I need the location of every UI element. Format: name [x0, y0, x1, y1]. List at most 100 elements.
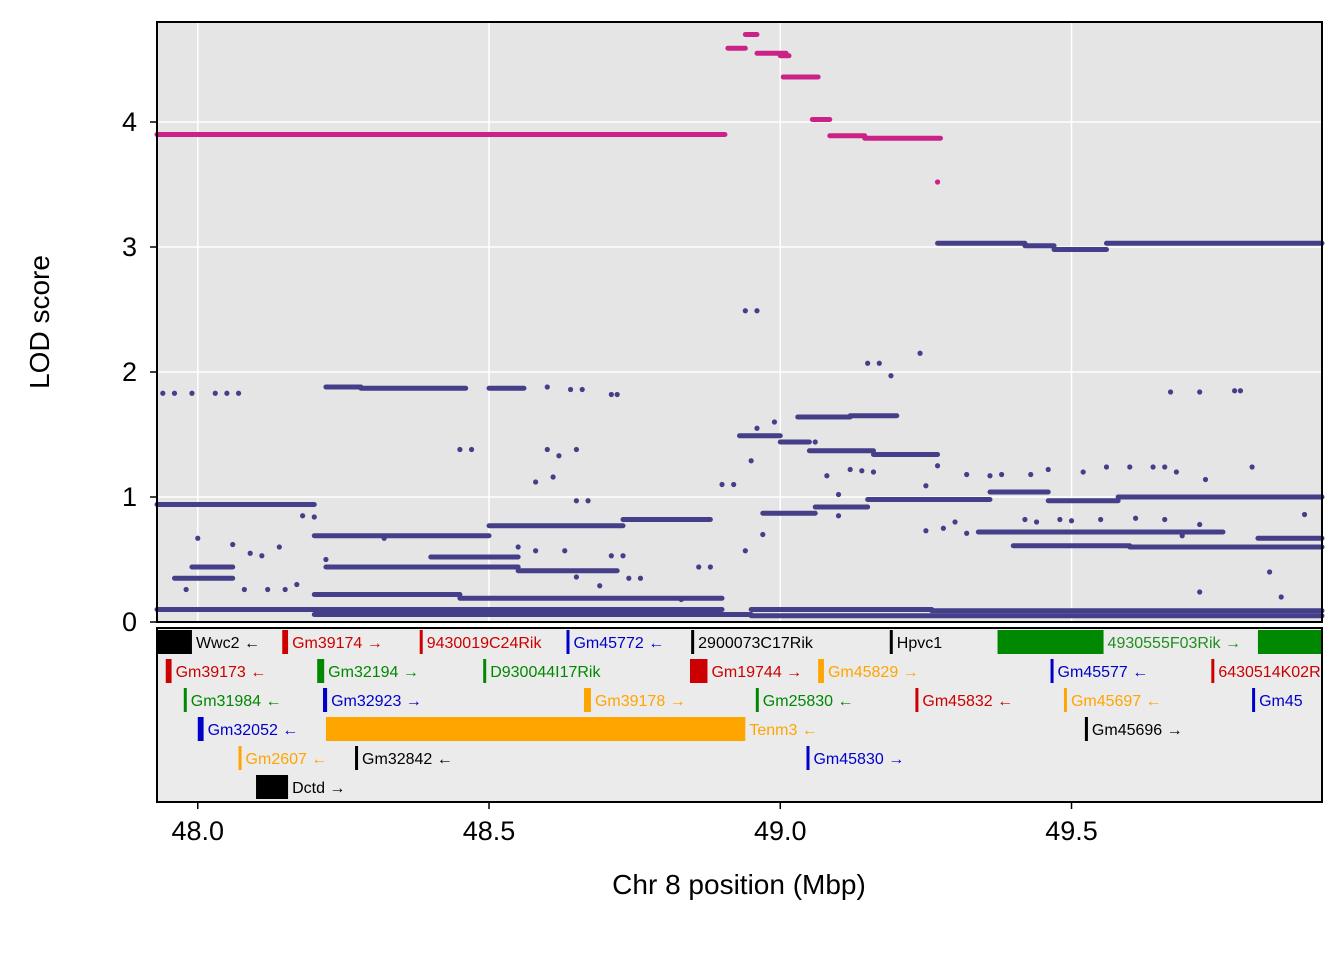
lod-point-1-96 — [1033, 519, 1040, 525]
gene-label-9: Gm32194 → — [328, 664, 419, 681]
lod-point-1-17 — [457, 446, 463, 453]
lod-point-1-99 — [923, 528, 929, 534]
gene-bar-24 — [1084, 717, 1088, 741]
lod-point-1-46 — [1045, 466, 1051, 473]
gene-label-20: Gm45697 ← — [1071, 693, 1162, 710]
lod-point-1-62 — [1179, 533, 1185, 539]
gene-bar-19 — [915, 688, 919, 712]
lod-point-1-66 — [1197, 589, 1203, 595]
lod-point-1-2 — [189, 390, 195, 396]
y-axis-label: LOD score — [24, 255, 55, 389]
lod-point-1-90 — [696, 564, 702, 570]
gene-bar-15 — [183, 688, 187, 712]
lod-segments — [154, 32, 1325, 619]
lod-point-1-31 — [748, 458, 754, 464]
gene-label-10: D930044I17Rik — [490, 664, 601, 681]
lod-point-1-25 — [585, 498, 591, 504]
lod-point-1-29 — [719, 481, 725, 488]
lod-point-1-40 — [923, 483, 929, 489]
gene-bar-8 — [165, 659, 172, 683]
y-axis: 0 1 2 3 4 — [122, 107, 157, 637]
gene-label-4: 2900073C17Rik — [698, 635, 814, 652]
lod-point-1-60 — [1133, 515, 1139, 521]
lod-point-1-97 — [1057, 516, 1063, 523]
gene-bar-17 — [583, 688, 591, 712]
lod-point-1-38 — [870, 469, 877, 475]
lod-point-1-93 — [952, 519, 958, 525]
lod-point-1-55 — [1167, 389, 1174, 395]
lod-point-1-76 — [183, 586, 189, 593]
gene-bar-27 — [806, 746, 810, 770]
gene-label-23: Tenm3 ← — [749, 722, 817, 739]
lod-point-1-5 — [235, 390, 242, 396]
lod-point-1-95 — [1022, 516, 1028, 523]
gene-bar-4 — [691, 630, 695, 654]
gene-label-17: Gm39178 → — [595, 693, 686, 710]
lod-point-1-80 — [294, 581, 300, 588]
gene-bar-23 — [325, 717, 746, 741]
gene-label-18: Gm25830 ← — [763, 693, 854, 710]
lod-point-1-26 — [608, 553, 614, 559]
lod-point-1-100 — [835, 513, 842, 519]
lod-point-1-42 — [964, 471, 970, 478]
lod-point-1-85 — [573, 574, 580, 580]
lod-point-1-37 — [859, 468, 865, 474]
lod-point-1-75 — [323, 556, 329, 563]
lod-point-1-44 — [999, 471, 1005, 478]
lod-point-1-12 — [754, 308, 760, 314]
lod-point-1-77 — [241, 586, 247, 593]
gene-label-2: 9430019C24Rik — [427, 635, 543, 652]
lod-point-1-14 — [876, 360, 882, 366]
lod-point-1-33 — [771, 419, 778, 425]
gene-label-3: Gm45772 ← — [573, 635, 664, 652]
lod-point-0-0 — [934, 179, 941, 185]
gene-label-24: Gm45696 → — [1092, 722, 1183, 739]
lod-point-1-84 — [562, 548, 568, 554]
lod-point-1-11 — [742, 308, 748, 314]
gene-bar-13 — [1050, 659, 1054, 683]
gene-label-21: Gm45 — [1259, 693, 1303, 710]
x-axis: 48.0 48.5 49.0 49.5 — [171, 802, 1098, 846]
lod-point-1-35 — [824, 473, 830, 479]
lod-point-1-67 — [1301, 511, 1308, 518]
gene-panel-border — [156, 627, 1323, 803]
gene-bar-1 — [282, 630, 289, 654]
gene-bar-22 — [197, 717, 204, 741]
lod-point-1-79 — [282, 586, 288, 593]
lod-point-1-50 — [1150, 464, 1156, 470]
gene-panel-background — [157, 628, 1322, 802]
gene-label-1: Gm39174 → — [292, 635, 383, 652]
lod-point-1-1 — [171, 390, 178, 396]
gene-bar-11 — [689, 659, 708, 683]
lod-point-1-0 — [160, 390, 166, 396]
lod-point-1-58 — [1237, 388, 1244, 394]
lod-point-1-78 — [265, 586, 271, 593]
gene-bar-25 — [238, 746, 242, 770]
x-tick-label-1: 48.5 — [463, 816, 516, 846]
lod-point-1-47 — [1080, 469, 1086, 475]
gene-bar-7 — [1257, 630, 1322, 654]
lod-point-1-82 — [515, 544, 521, 550]
gene-label-16: Gm32923 → — [331, 693, 422, 710]
lod-point-1-21 — [556, 453, 562, 459]
gene-bar-14 — [1211, 659, 1215, 683]
gene-bar-21 — [1252, 688, 1256, 712]
lod-point-1-87 — [626, 575, 632, 581]
lod-point-1-57 — [1232, 388, 1238, 394]
lod-point-1-70 — [247, 550, 253, 556]
gene-label-25: Gm2607 ← — [246, 751, 328, 768]
gene-bar-0 — [157, 630, 192, 654]
lod-point-1-20 — [573, 446, 580, 453]
gene-label-27: Gm45830 → — [813, 751, 904, 768]
lod-point-1-7 — [567, 386, 574, 393]
lod-point-1-45 — [1028, 471, 1034, 478]
lod-point-1-34 — [812, 439, 818, 445]
lod-point-1-10 — [614, 391, 620, 398]
gene-label-26: Gm32842 ← — [362, 751, 453, 768]
lod-point-1-30 — [731, 481, 737, 488]
lod-panel-border — [156, 21, 1323, 623]
lod-point-1-91 — [701, 608, 708, 614]
gene-label-6: 4930555F03Rik → — [1108, 635, 1241, 652]
lod-point-1-69 — [230, 541, 236, 548]
gene-label-28: Dctd → — [292, 780, 345, 797]
